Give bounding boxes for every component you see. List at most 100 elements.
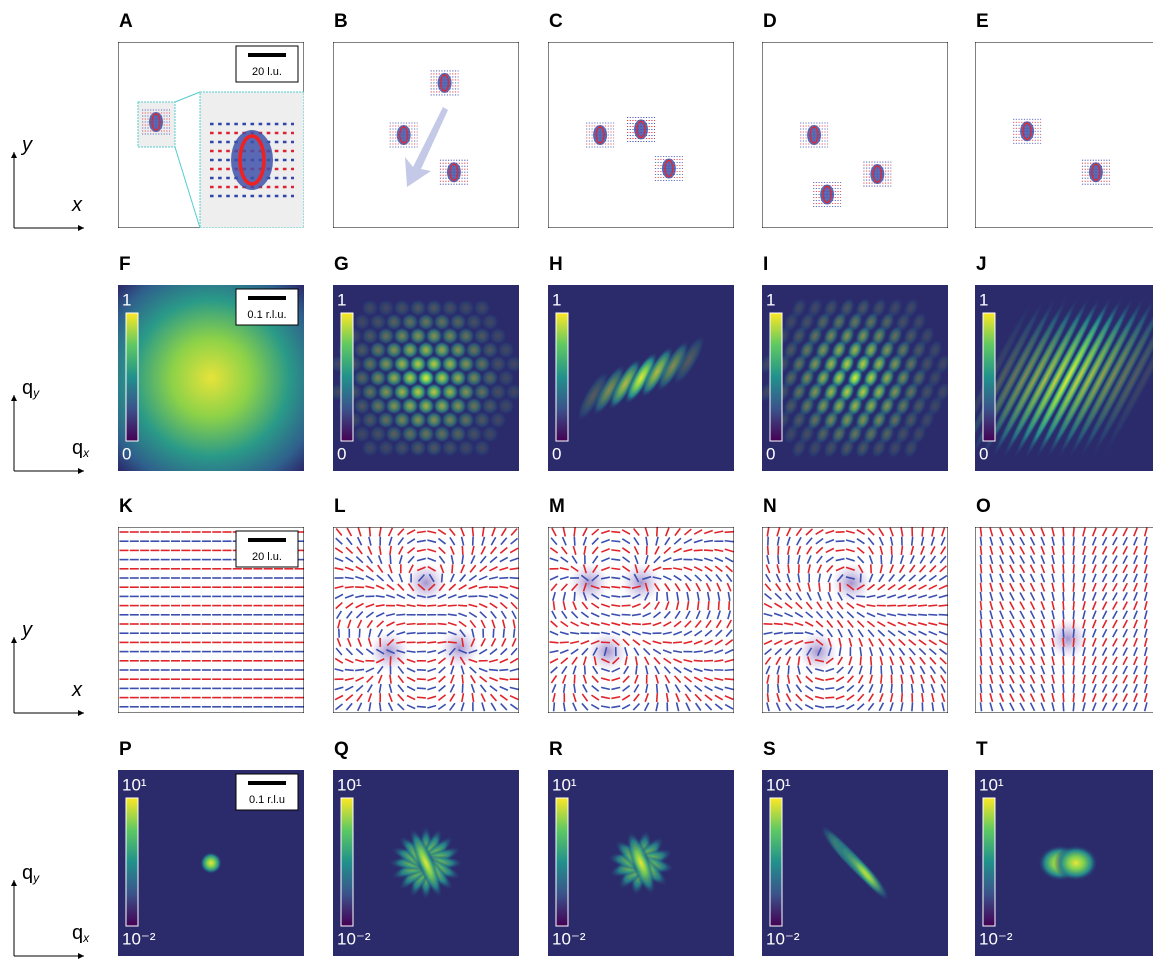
scale-bar-label: 0.1 r.l.u xyxy=(249,794,285,806)
spin xyxy=(611,559,620,560)
spin xyxy=(657,693,658,702)
spin xyxy=(611,577,620,578)
spin xyxy=(1063,666,1064,675)
panel-image xyxy=(548,285,734,471)
spin xyxy=(980,684,981,693)
spin xyxy=(1073,702,1074,711)
spin xyxy=(499,670,508,671)
panel xyxy=(333,527,519,713)
axis-label-base: q xyxy=(22,377,33,399)
spin xyxy=(554,702,555,711)
axis-label: qx xyxy=(72,437,90,460)
spin xyxy=(657,684,658,693)
arrow-head xyxy=(78,225,84,231)
panel-image xyxy=(762,770,948,956)
spin xyxy=(632,624,641,625)
spin xyxy=(980,592,981,601)
panel-frame xyxy=(975,42,1153,228)
spin xyxy=(574,528,575,537)
colorbar-max: 1 xyxy=(337,290,346,309)
axis-label: qy xyxy=(22,862,40,885)
panel-label: Q xyxy=(334,739,349,760)
skyrmion-core xyxy=(593,125,607,145)
spin xyxy=(901,546,902,555)
figure: yxA20 l.u.BCDEqyqxF100.1 r.l.u.G10H10I10… xyxy=(0,0,1153,959)
spin xyxy=(918,605,927,606)
spin xyxy=(1063,675,1064,684)
spin xyxy=(725,679,734,680)
panel-image xyxy=(333,770,519,956)
spin xyxy=(980,610,981,619)
spin xyxy=(897,605,906,606)
spin xyxy=(622,596,631,597)
colorbar xyxy=(983,798,995,926)
panel-frame xyxy=(762,527,948,713)
spin xyxy=(1073,592,1074,601)
panel: 10 xyxy=(326,285,526,471)
colorbar-max: 10¹ xyxy=(337,775,362,794)
spin xyxy=(980,693,981,702)
skyrmion-core xyxy=(1020,121,1034,141)
spin xyxy=(980,528,981,537)
spin xyxy=(345,587,354,588)
panel-image xyxy=(326,285,526,471)
panel xyxy=(762,42,948,228)
spin xyxy=(1073,555,1074,564)
axis-label-base: x xyxy=(71,194,83,216)
spin xyxy=(694,550,703,551)
panel-label: L xyxy=(334,496,346,517)
colorbar-max: 1 xyxy=(122,290,131,309)
spin xyxy=(574,592,575,601)
spin xyxy=(1073,656,1074,665)
spin xyxy=(871,666,872,675)
panel xyxy=(333,42,519,228)
colorbar-min: 0 xyxy=(766,444,775,463)
spin xyxy=(725,541,734,542)
spin xyxy=(939,605,948,606)
spin xyxy=(725,670,734,671)
spin xyxy=(980,546,981,555)
spin xyxy=(472,528,473,537)
arrow-head xyxy=(78,953,84,959)
arrow-head xyxy=(11,395,17,401)
panel-label: I xyxy=(763,254,768,275)
skyrmion-core xyxy=(662,158,676,178)
spin xyxy=(1063,546,1064,555)
spin xyxy=(836,541,845,542)
colorbar-max: 10¹ xyxy=(552,775,577,794)
skyrmion-core xyxy=(438,73,452,93)
skyrmion-core xyxy=(870,164,884,184)
spin xyxy=(912,537,913,546)
spin xyxy=(1073,693,1074,702)
spin xyxy=(784,633,793,634)
spin xyxy=(1063,610,1064,619)
spin xyxy=(980,702,981,711)
panel-image xyxy=(333,42,519,228)
colorbar xyxy=(126,313,138,441)
spin xyxy=(902,693,903,702)
panel-label: P xyxy=(119,739,132,760)
spin xyxy=(918,614,927,615)
intensity-spot xyxy=(81,248,341,508)
colorbar-max: 1 xyxy=(552,290,561,309)
arrow-head xyxy=(11,637,17,643)
spin xyxy=(574,537,575,546)
spin xyxy=(427,605,436,606)
spin xyxy=(611,541,620,542)
spin xyxy=(1063,693,1064,702)
axis-label-sub: y xyxy=(32,386,40,400)
spin xyxy=(1063,620,1064,629)
panel-label: S xyxy=(763,739,776,760)
spin xyxy=(912,702,913,711)
panel: 10 xyxy=(942,285,1153,471)
scale-bar-label: 20 l.u. xyxy=(252,551,282,563)
spin xyxy=(1063,574,1064,583)
spin xyxy=(980,638,981,647)
colorbar-max: 10¹ xyxy=(979,775,1004,794)
spin xyxy=(1073,546,1074,555)
spin xyxy=(417,679,426,680)
spin xyxy=(601,587,610,588)
spin xyxy=(860,574,861,583)
spin xyxy=(622,605,631,606)
panel-frame xyxy=(333,42,519,228)
